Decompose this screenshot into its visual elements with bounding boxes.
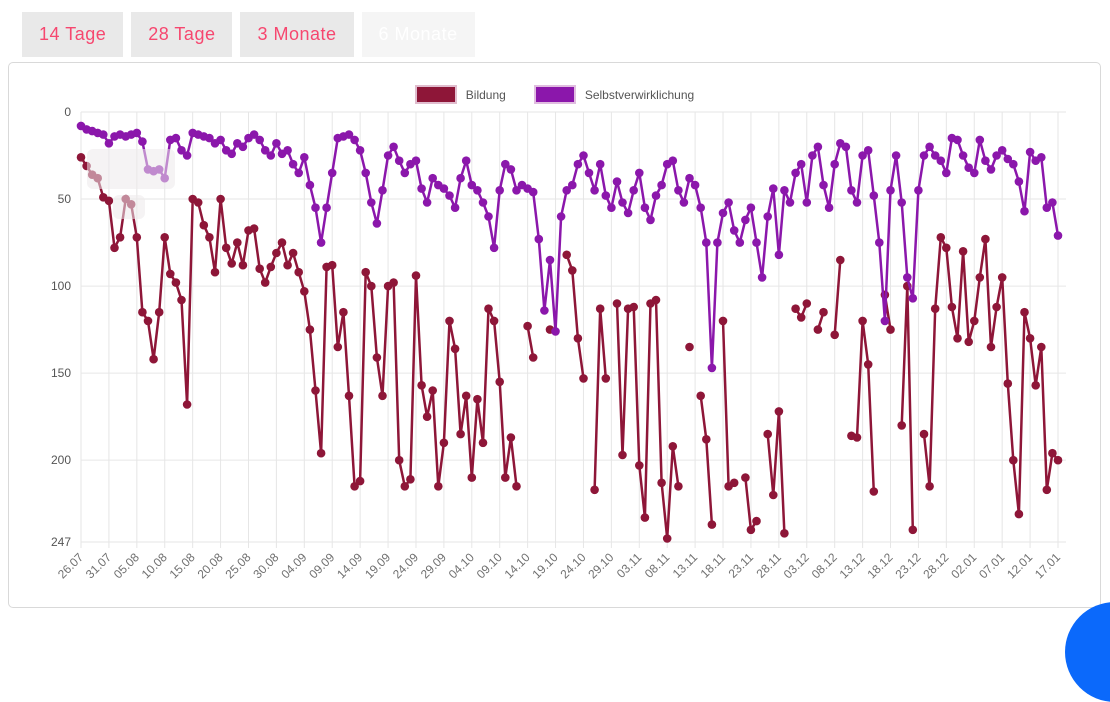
svg-text:09.09: 09.09 <box>306 550 337 581</box>
svg-text:29.09: 29.09 <box>418 550 449 581</box>
line-chart: 0 50 100 150 200 24726.0731.0705.0810.0815.08… <box>51 105 1066 581</box>
svg-text:30.08: 30.08 <box>250 550 281 581</box>
chart-panel: Bildung Selbstverwirklichung 0 50 100 150 20… <box>8 62 1101 608</box>
svg-text:02.01: 02.01 <box>948 550 979 581</box>
tab-14-tage[interactable]: 14 Tage <box>22 12 124 57</box>
svg-text:08.11: 08.11 <box>642 550 673 581</box>
svg-text:04.09: 04.09 <box>278 550 309 581</box>
legend-item-bildung[interactable]: Bildung <box>414 85 506 104</box>
legend-label-selbstverwirklichung: Selbstverwirklichung <box>584 87 695 102</box>
svg-text:19.10: 19.10 <box>530 550 561 581</box>
svg-text:04.10: 04.10 <box>446 550 477 581</box>
svg-text:14.10: 14.10 <box>502 550 533 581</box>
svg-text:26.07: 26.07 <box>55 550 86 581</box>
svg-text:20.08: 20.08 <box>195 550 226 581</box>
svg-text:150: 150 <box>51 366 71 380</box>
svg-text:05.08: 05.08 <box>111 550 142 581</box>
svg-text:31.07: 31.07 <box>83 550 114 581</box>
svg-text:17.01: 17.01 <box>1032 550 1063 581</box>
svg-text:50: 50 <box>58 192 72 206</box>
svg-text:23.12: 23.12 <box>892 550 923 581</box>
svg-text:200: 200 <box>51 453 71 467</box>
tab-28-tage[interactable]: 28 Tage <box>131 12 233 57</box>
svg-text:15.08: 15.08 <box>167 550 198 581</box>
svg-text:09.10: 09.10 <box>474 550 505 581</box>
svg-text:08.12: 08.12 <box>809 550 840 581</box>
svg-text:25.08: 25.08 <box>222 550 253 581</box>
svg-text:03.12: 03.12 <box>781 550 812 581</box>
legend-swatch-selbstverwirklichung <box>533 85 576 104</box>
svg-text:10.08: 10.08 <box>139 550 170 581</box>
svg-text:100: 100 <box>51 279 71 293</box>
svg-text:28.12: 28.12 <box>920 550 951 581</box>
tab-6-monate[interactable]: 6 Monate <box>361 12 475 57</box>
svg-text:18.12: 18.12 <box>865 550 896 581</box>
chart-legend: Bildung Selbstverwirklichung <box>9 85 1100 104</box>
svg-text:0: 0 <box>64 105 71 119</box>
legend-label-bildung: Bildung <box>465 87 506 102</box>
svg-text:03.11: 03.11 <box>614 550 645 581</box>
svg-text:13.11: 13.11 <box>670 550 701 581</box>
svg-text:13.12: 13.12 <box>837 550 868 581</box>
svg-text:28.11: 28.11 <box>753 550 784 581</box>
svg-text:14.09: 14.09 <box>334 550 365 581</box>
tab-3-monate[interactable]: 3 Monate <box>240 12 354 57</box>
legend-item-selbstverwirklichung[interactable]: Selbstverwirklichung <box>533 85 695 104</box>
svg-text:18.11: 18.11 <box>698 550 729 581</box>
svg-text:12.01: 12.01 <box>1004 550 1035 581</box>
chat-fab-button[interactable] <box>1065 602 1110 702</box>
svg-text:07.01: 07.01 <box>976 550 1007 581</box>
svg-text:23.11: 23.11 <box>726 550 757 581</box>
svg-text:24.09: 24.09 <box>390 550 421 581</box>
time-range-tabs: 14 Tage 28 Tage 3 Monate 6 Monate <box>22 12 475 57</box>
legend-swatch-bildung <box>414 85 457 104</box>
svg-text:247: 247 <box>51 535 71 549</box>
svg-text:29.10: 29.10 <box>585 550 616 581</box>
svg-text:19.09: 19.09 <box>362 550 393 581</box>
svg-text:24.10: 24.10 <box>557 550 588 581</box>
